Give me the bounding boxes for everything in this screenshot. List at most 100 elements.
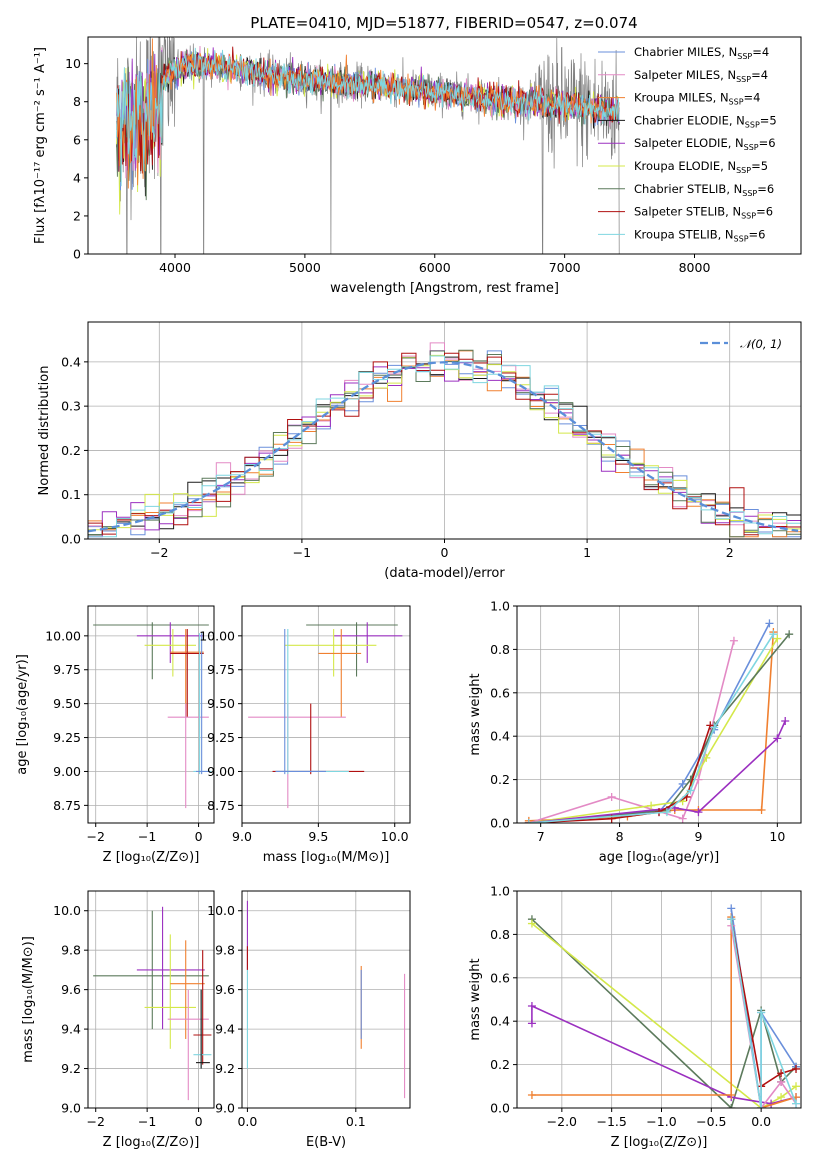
- weightage-ytick-label-3: 0.6: [490, 685, 510, 700]
- weightage-series-3: [528, 638, 778, 823]
- massz-xtick-label-2: 0: [195, 1114, 203, 1129]
- spectrum-legend-label-2: Kroupa MILES, NSSP=4: [634, 91, 760, 107]
- agez-frame: [87, 605, 215, 824]
- weightage-ytick-label-5: 1.0: [490, 599, 510, 614]
- massebv-ytick-label-0: 9.0: [215, 1101, 235, 1116]
- massz-ylabel: mass [log₁₀(M/M⊙)]: [21, 936, 36, 1063]
- spectrum-ytick-label-3: 6: [73, 132, 81, 147]
- residuals-ytick-label-4: 0.4: [61, 354, 81, 369]
- weightz-series-5-point-2: [777, 1077, 786, 1086]
- weightage-series-7-point-3: [710, 723, 719, 732]
- weightage-series-7-point-0: [524, 819, 533, 823]
- weightage-series-5-point-3: [773, 734, 782, 743]
- spectrum-legend: Chabrier MILES, NSSP=4 Salpeter MILES, NS…: [598, 45, 777, 243]
- agemass-ytick-label-0: 8.75: [207, 798, 235, 813]
- weightage-xtick-label-1: 8: [616, 829, 624, 844]
- spectrum-model-line-7: [116, 46, 620, 174]
- spectrum-plot-area: [116, 37, 620, 254]
- agez-xtick-label-1: −1: [138, 829, 156, 844]
- mass-ebv-panel: 0.0 0.1 9.0 9.2 9.4 9.6 9.8 10.0 E(B-V): [207, 890, 411, 1150]
- agemass-xlabel: mass [log₁₀(M/M⊙)]: [263, 850, 390, 865]
- massz-ytick-label-0: 9.0: [61, 1101, 81, 1116]
- residuals-ytick-label-0: 0.0: [61, 532, 81, 547]
- weightz-series-4-point-0: [727, 904, 736, 913]
- residuals-ytick-label-3: 0.3: [61, 399, 81, 414]
- residuals-xtick-label-4: 2: [726, 545, 734, 560]
- weightage-series-3-point-1: [647, 801, 656, 810]
- massz-ytick-label-1: 9.2: [61, 1061, 81, 1076]
- weightz-series-7-point-1: [757, 1104, 766, 1108]
- weight-age-panel: 7 8 9 10 0.0 0.2 0.4 0.6 0.8 1.0 age [log₁₀(age/yr…: [468, 599, 802, 865]
- age-mass-panel: 9.0 9.5 10.0 8.75 9.00 9.25 9.50 9.75 10.00 mass …: [199, 605, 411, 865]
- weightz-series-7-point-2: [757, 1008, 766, 1017]
- weightage-ytick-label-2: 0.4: [490, 729, 510, 744]
- spectrum-model-line-8: [116, 47, 620, 187]
- weightage-ytick-label-4: 0.8: [490, 642, 510, 657]
- weightz-series-1-point-2: [777, 1093, 786, 1102]
- residuals-ylabel: Normed distribution: [37, 366, 52, 496]
- weightage-series-0-point-4: [757, 805, 766, 814]
- massz-ytick-label-2: 9.4: [61, 1022, 81, 1037]
- massz-ytick-label-3: 9.6: [61, 982, 81, 997]
- residuals-xlabel: (data-model)/error: [384, 566, 505, 581]
- weightz-series-3-point-1: [727, 1090, 736, 1099]
- weightz-series-6-point-3: [792, 1064, 801, 1073]
- massz-ytick-label-5: 10.0: [53, 903, 81, 918]
- massz-ytick-label-4: 9.8: [61, 943, 81, 958]
- spectrum-model-line-6: [116, 49, 620, 201]
- massebv-xlabel: E(B-V): [306, 1135, 346, 1150]
- residuals-ytick-label-2: 0.2: [61, 443, 81, 458]
- weightage-series-4: [528, 633, 790, 823]
- agemass-xtick-label-0: 9.0: [232, 829, 252, 844]
- age-z-panel: −2 −1 0 8.75 9.00 9.25 9.50 9.75 10.00 Z [log₁₀(Z…: [15, 605, 215, 865]
- weightage-series-2-point-3: [694, 775, 703, 784]
- agez-ytick-label-1: 9.00: [53, 764, 81, 779]
- massz-xtick-label-1: −1: [138, 1114, 156, 1129]
- weightz-xtick-label-1: −1.5: [596, 1114, 626, 1129]
- spectrum-xlabel: wavelength [Angstrom, rest frame]: [330, 281, 559, 296]
- weightz-ytick-label-3: 0.6: [490, 970, 510, 985]
- weightage-series-1: [528, 623, 771, 823]
- agemass-ytick-label-1: 9.00: [207, 764, 235, 779]
- spectrum-xtick-label-0: 4000: [159, 260, 191, 275]
- spectrum-ylabel: Flux [fλ10⁻¹⁷ erg cm⁻² s⁻¹ A⁻¹]: [33, 47, 48, 244]
- weightage-series-4-point-2: [686, 775, 695, 784]
- spectrum-legend-label-0: Chabrier MILES, NSSP=4: [634, 45, 769, 61]
- spectrum-ytick-label-0: 0: [73, 247, 81, 262]
- massebv-plot-area: [246, 900, 406, 1099]
- weightz-series-0-point-1: [727, 1104, 736, 1108]
- weightage-series-2-point-4: [729, 636, 738, 645]
- weightage-series-7: [528, 633, 775, 823]
- weightage-series-1-point-4: [765, 619, 774, 628]
- agez-xtick-label-2: 0: [195, 829, 203, 844]
- spectrum-xtick-label-4: 8000: [679, 260, 711, 275]
- weight-z-panel: −2.0 −1.5 −1.0 −0.5 0.0 0.0 0.2 0.4 0.6 0.8 1.0 Z […: [468, 884, 802, 1150]
- weightage-xtick-label-2: 9: [694, 829, 702, 844]
- weightz-series-2-point-0: [527, 1019, 536, 1028]
- massebv-ytick-label-2: 9.4: [215, 1022, 235, 1037]
- weightage-series-5-point-4: [781, 717, 790, 726]
- weightz-series-2-point-1: [527, 1002, 536, 1011]
- spectrum-legend-label-8: Kroupa STELIB, NSSP=6: [634, 227, 765, 243]
- residuals-panel: −2 −1 0 1 2 0.0 0.1 0.2 0.3 0.4 (data-model)/error…: [37, 321, 802, 581]
- spectrum-legend-label-4: Salpeter ELODIE, NSSP=6: [634, 136, 776, 152]
- weightz-xtick-label-3: −0.5: [696, 1114, 726, 1129]
- weightage-series-3-point-4: [773, 634, 782, 643]
- weightz-series-1-point-0: [527, 919, 536, 928]
- weightage-frame: [516, 605, 802, 824]
- spectrum-ytick-label-1: 2: [73, 208, 81, 223]
- massebv-ytick-label-5: 10.0: [207, 903, 235, 918]
- residuals-frame: [87, 321, 802, 540]
- residual-histogram-8: [88, 355, 801, 538]
- weightz-ytick-label-4: 0.8: [490, 927, 510, 942]
- weightz-xtick-label-0: −2.0: [547, 1114, 577, 1129]
- agemass-frame: [241, 605, 411, 824]
- agez-ytick-label-2: 9.25: [53, 730, 81, 745]
- agez-xtick-label-0: −2: [86, 829, 104, 844]
- spectrum-ytick-label-4: 8: [73, 94, 81, 109]
- spectrum-ytick-label-5: 10: [65, 56, 81, 71]
- agemass-plot-area: [248, 622, 403, 809]
- spectrum-legend-label-3: Chabrier ELODIE, NSSP=5: [634, 113, 777, 129]
- mass-z-panel: −2 −1 0 9.0 9.2 9.4 9.6 9.8 10.0 Z [log₁₀(Z/Z⊙)] m…: [21, 890, 215, 1150]
